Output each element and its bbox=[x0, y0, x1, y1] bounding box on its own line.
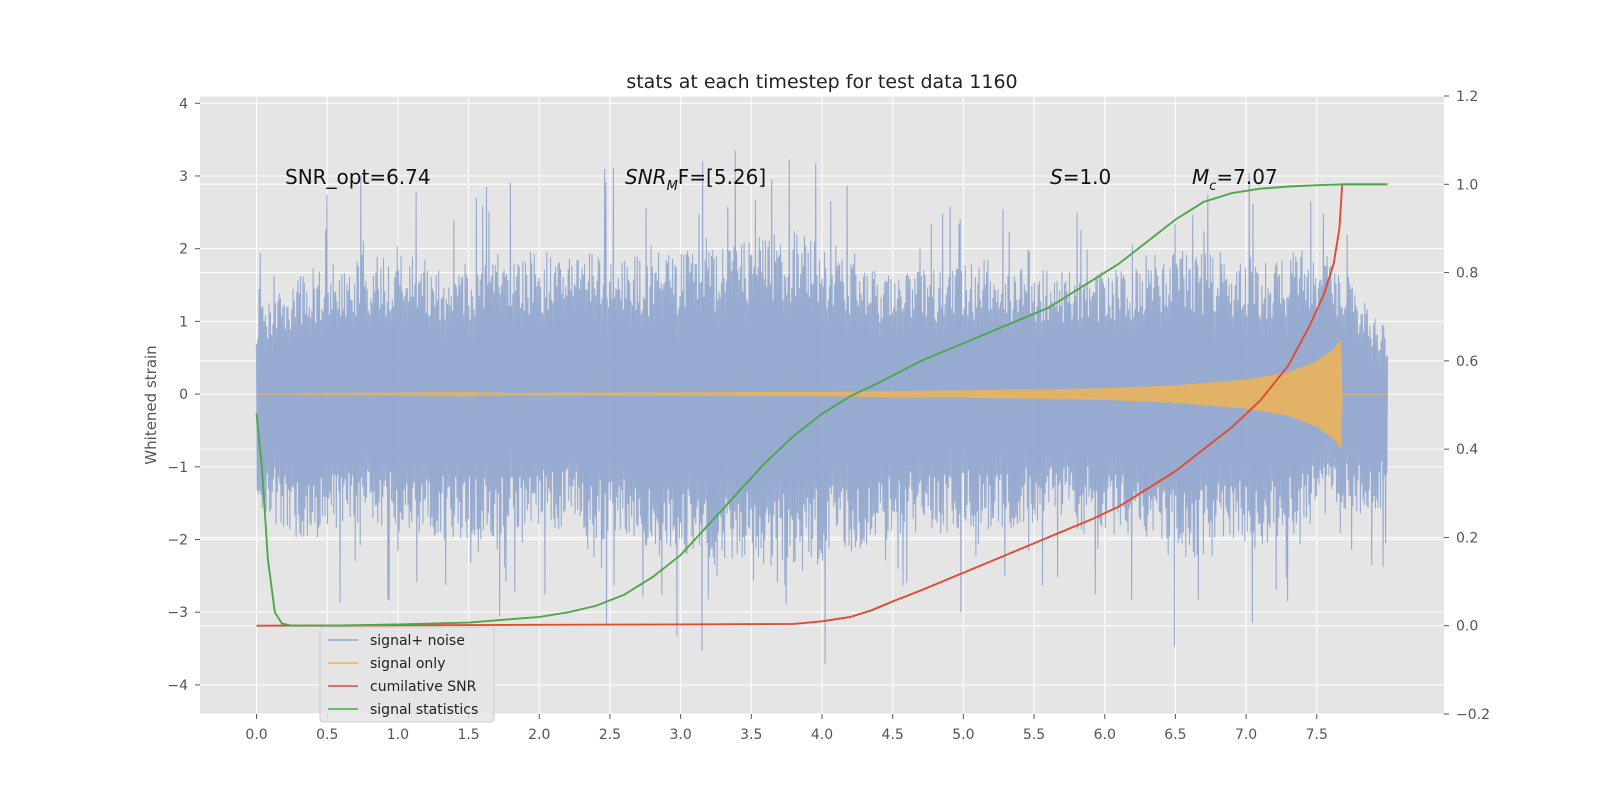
x-tick-label: 7.5 bbox=[1306, 727, 1328, 743]
x-tick-label: 0.0 bbox=[245, 727, 267, 743]
x-tick-label: 3.5 bbox=[740, 727, 762, 743]
annotation-mc-sub: c bbox=[1209, 179, 1216, 194]
legend-box bbox=[319, 626, 495, 723]
series-signal-only bbox=[256, 340, 1388, 449]
y-tick-label: −2 bbox=[167, 533, 188, 549]
annotation-snr-mf-sub: M bbox=[667, 179, 678, 194]
y-tick-label: 2 bbox=[179, 242, 188, 258]
x-tick-label: 1.0 bbox=[387, 727, 409, 743]
legend-label-cumulative-snr: cumilative SNR bbox=[370, 679, 477, 695]
y-tick-label: 1 bbox=[179, 314, 188, 330]
x-tick-label: 6.0 bbox=[1094, 727, 1116, 743]
y2-tick-label: 0.6 bbox=[1456, 354, 1478, 370]
x-tick-label: 4.0 bbox=[811, 727, 833, 743]
right-axis: 1.2 1.0 0.8 0.6 0.4 0.2 0.0 −0.2 bbox=[1444, 89, 1490, 723]
y2-tick-label: 0.4 bbox=[1456, 442, 1478, 458]
legend: signal+ noise signal only cumilative SNR… bbox=[319, 626, 495, 723]
annotation-mc-italic: M bbox=[1192, 165, 1209, 189]
chart-title: stats at each timestep for test data 116… bbox=[626, 71, 1017, 93]
x-tick-label: 5.0 bbox=[952, 727, 974, 743]
y-tick-label: −3 bbox=[167, 605, 188, 621]
annotation-snr-mf: SNRMF=[5.26] bbox=[625, 165, 766, 194]
annotation-mc: Mc=7.07 bbox=[1192, 165, 1278, 194]
x-tick-label: 3.0 bbox=[670, 727, 692, 743]
annotation-snr-mf-base: SNR bbox=[625, 165, 667, 189]
annotation-s-stat-rest: =1.0 bbox=[1063, 165, 1112, 189]
annotation-mc-rest: =7.07 bbox=[1216, 165, 1277, 189]
annotations: SNR_opt=6.74 SNRMF=[5.26] S=1.0 Mc=7.07 bbox=[285, 165, 1278, 194]
x-tick-label: 5.5 bbox=[1023, 727, 1045, 743]
legend-label-signal-statistics: signal statistics bbox=[370, 702, 478, 718]
bottom-axis: 0.0 0.5 1.0 1.5 2.0 2.5 3.0 3.5 4.0 4.5 5.0 5.5 6.0 6… bbox=[245, 714, 1328, 743]
series-signal-noise bbox=[255, 150, 1389, 664]
y2-tick-label: 0.2 bbox=[1456, 530, 1478, 546]
y2-tick-label: 0.0 bbox=[1456, 619, 1478, 635]
x-tick-label: 2.5 bbox=[599, 727, 621, 743]
annotation-s-stat-italic: S bbox=[1050, 165, 1063, 189]
y-tick-label: 4 bbox=[179, 96, 188, 112]
x-tick-label: 0.5 bbox=[316, 727, 338, 743]
y-tick-label: 0 bbox=[179, 387, 188, 403]
y2-tick-label: 0.8 bbox=[1456, 266, 1478, 282]
y2-tick-label: −0.2 bbox=[1456, 707, 1490, 723]
y-tick-label: −1 bbox=[167, 460, 188, 476]
series-cumulative-snr bbox=[256, 183, 1388, 627]
annotation-snr-opt: SNR_opt=6.74 bbox=[285, 165, 431, 189]
series-signal-statistics bbox=[255, 183, 1388, 627]
y2-tick-label: 1.0 bbox=[1456, 177, 1478, 193]
x-tick-label: 1.5 bbox=[457, 727, 479, 743]
y2-tick-label: 1.2 bbox=[1456, 89, 1478, 105]
left-axis: 4 3 2 1 0 −1 −2 −3 −4 bbox=[167, 96, 200, 694]
legend-label-signal-only: signal only bbox=[370, 656, 445, 672]
y-axis-label: Whitened strain bbox=[142, 345, 160, 464]
x-tick-label: 2.0 bbox=[528, 727, 550, 743]
y-tick-label: 3 bbox=[179, 169, 188, 185]
x-tick-label: 6.5 bbox=[1164, 727, 1186, 743]
y-tick-label: −4 bbox=[167, 678, 188, 694]
x-tick-label: 7.0 bbox=[1235, 727, 1257, 743]
series-layer bbox=[255, 150, 1389, 664]
x-tick-label: 4.5 bbox=[882, 727, 904, 743]
annotation-snr-mf-rest: F=[5.26] bbox=[678, 165, 766, 189]
annotation-s-stat: S=1.0 bbox=[1050, 165, 1111, 189]
legend-label-signal-noise: signal+ noise bbox=[370, 633, 465, 649]
